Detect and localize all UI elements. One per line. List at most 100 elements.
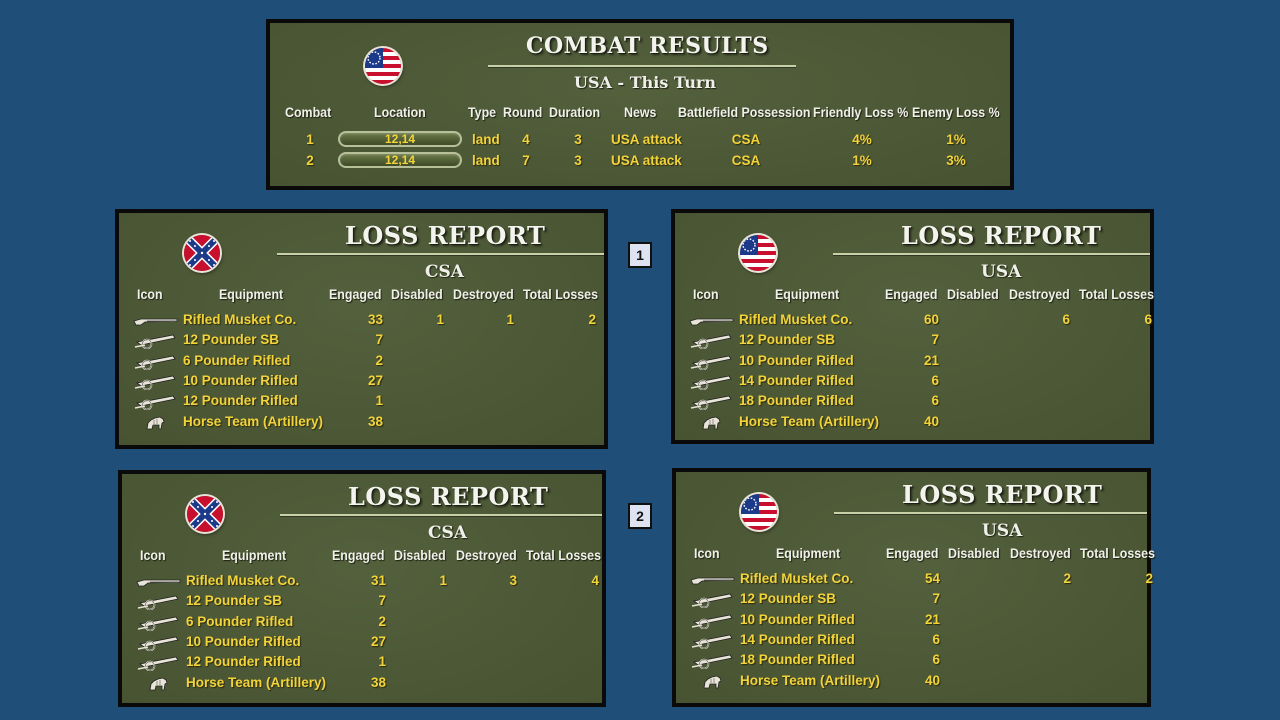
engaged-count: 7 bbox=[932, 591, 940, 607]
engaged-count: 6 bbox=[931, 372, 939, 388]
loss-report-panel: LOSS REPORT CSA Icon Equipment Engaged Disabl… bbox=[115, 209, 608, 449]
col-header-destroyed: Destroyed bbox=[456, 548, 517, 563]
equipment-name: 10 Pounder Rifled bbox=[186, 633, 301, 649]
total-losses: 6 bbox=[1144, 312, 1152, 327]
engaged-count: 38 bbox=[370, 674, 386, 690]
cannon-icon bbox=[133, 394, 179, 410]
col-header-enemy-loss: Enemy Loss % bbox=[912, 105, 1000, 120]
engaged-count: 27 bbox=[370, 633, 386, 649]
loss-report-side: USA bbox=[982, 521, 1023, 541]
loss-report-panel: LOSS REPORT USA Icon Equipment Engaged Disabl… bbox=[671, 209, 1154, 444]
total-losses: 2 bbox=[1145, 571, 1153, 586]
title-divider bbox=[488, 65, 796, 67]
loss-report-title: LOSS REPORT bbox=[348, 482, 549, 511]
horse-icon bbox=[133, 415, 179, 431]
disabled-count: 1 bbox=[436, 312, 444, 327]
col-header-destroyed: Destroyed bbox=[1010, 546, 1071, 561]
col-header-duration: Duration bbox=[549, 105, 601, 120]
col-header-disabled: Disabled bbox=[394, 548, 446, 563]
combat-type: land bbox=[472, 132, 500, 147]
cannon-icon bbox=[689, 374, 735, 390]
usa-flag-icon bbox=[365, 48, 401, 84]
equipment-name: 12 Pounder SB bbox=[186, 593, 283, 609]
equipment-name: 12 Pounder SB bbox=[183, 332, 280, 348]
horse-icon bbox=[689, 415, 735, 431]
equipment-name: 14 Pounder Rifled bbox=[739, 372, 854, 388]
col-header-engaged: Engaged bbox=[332, 548, 385, 563]
title-divider bbox=[834, 512, 1147, 514]
cannon-icon bbox=[136, 594, 182, 610]
cannon-icon bbox=[133, 354, 179, 370]
musket-icon bbox=[689, 313, 735, 329]
location-button[interactable]: 12,14 bbox=[338, 152, 462, 168]
location-button[interactable]: 12,14 bbox=[338, 131, 462, 147]
col-header-total-losses: Total Losses bbox=[526, 548, 602, 563]
engaged-count: 1 bbox=[378, 654, 386, 670]
engaged-count: 21 bbox=[924, 611, 940, 627]
combat-results-title: COMBAT RESULTS bbox=[526, 33, 769, 59]
combat-round: 7 bbox=[522, 153, 530, 168]
equipment-name: 12 Pounder Rifled bbox=[183, 393, 298, 409]
col-header-engaged: Engaged bbox=[886, 546, 939, 561]
col-header-total-losses: Total Losses bbox=[523, 287, 599, 302]
col-header-type: Type bbox=[468, 105, 497, 120]
col-header-engaged: Engaged bbox=[329, 287, 382, 302]
destroyed-count: 3 bbox=[509, 573, 517, 588]
csa-flag-icon bbox=[187, 496, 223, 532]
engaged-count: 6 bbox=[932, 631, 940, 647]
destroyed-count: 1 bbox=[506, 312, 514, 327]
engaged-count: 27 bbox=[367, 372, 383, 388]
engaged-count: 6 bbox=[932, 652, 940, 668]
col-header-round: Round bbox=[503, 105, 543, 120]
engaged-count: 60 bbox=[923, 312, 939, 327]
title-divider bbox=[277, 253, 604, 255]
col-header-total-losses: Total Losses bbox=[1079, 287, 1155, 302]
equipment-name: Horse Team (Artillery) bbox=[183, 413, 324, 429]
equipment-name: 10 Pounder Rifled bbox=[183, 372, 298, 388]
horse-icon bbox=[690, 674, 736, 690]
col-header-destroyed: Destroyed bbox=[453, 287, 514, 302]
friendly-loss: 1% bbox=[852, 153, 872, 168]
engaged-count: 1 bbox=[375, 393, 383, 409]
cannon-icon bbox=[690, 653, 736, 669]
col-header-combat: Combat bbox=[285, 105, 332, 120]
horse-icon bbox=[136, 676, 182, 692]
engaged-count: 2 bbox=[378, 613, 386, 629]
engaged-count: 38 bbox=[367, 413, 383, 429]
engaged-count: 7 bbox=[375, 332, 383, 348]
combat-marker-2: 2 bbox=[628, 503, 652, 529]
loss-report-side: CSA bbox=[428, 523, 467, 543]
cannon-icon bbox=[136, 635, 182, 651]
col-header-disabled: Disabled bbox=[947, 287, 999, 302]
equipment-name: 10 Pounder Rifled bbox=[739, 352, 854, 368]
battlefield-possession: CSA bbox=[731, 153, 761, 168]
combat-type: land bbox=[472, 153, 500, 168]
col-header-friendly-loss: Friendly Loss % bbox=[813, 105, 909, 120]
equipment-name: Horse Team (Artillery) bbox=[740, 672, 881, 688]
disabled-count: 1 bbox=[439, 573, 447, 588]
combat-duration: 3 bbox=[574, 132, 582, 147]
equipment-name: 12 Pounder Rifled bbox=[186, 654, 301, 670]
loss-report-panel: LOSS REPORT CSA Icon Equipment Engaged Disabl… bbox=[118, 470, 606, 707]
col-header-destroyed: Destroyed bbox=[1009, 287, 1070, 302]
equipment-name: Rifled Musket Co. bbox=[186, 573, 300, 588]
equipment-name: 12 Pounder SB bbox=[739, 332, 836, 348]
enemy-loss: 1% bbox=[946, 132, 966, 147]
col-header-equipment: Equipment bbox=[219, 287, 284, 302]
engaged-count: 6 bbox=[931, 393, 939, 409]
col-header-equipment: Equipment bbox=[775, 287, 840, 302]
engaged-count: 2 bbox=[375, 352, 383, 368]
title-divider bbox=[280, 514, 602, 516]
equipment-name: 18 Pounder Rifled bbox=[739, 393, 854, 409]
loss-report-title: LOSS REPORT bbox=[901, 221, 1102, 250]
col-header-icon: Icon bbox=[694, 546, 720, 561]
equipment-name: 18 Pounder Rifled bbox=[740, 652, 855, 668]
musket-icon bbox=[690, 572, 736, 588]
combat-results-panel: COMBAT RESULTS USA - This Turn Combat Lo… bbox=[266, 19, 1014, 190]
engaged-count: 40 bbox=[924, 672, 940, 688]
combat-news: USA attack bbox=[611, 153, 682, 168]
cannon-icon bbox=[133, 374, 179, 390]
equipment-name: 14 Pounder Rifled bbox=[740, 631, 855, 647]
col-header-possession: Battlefield Possession bbox=[678, 105, 811, 120]
cannon-icon bbox=[690, 633, 736, 649]
